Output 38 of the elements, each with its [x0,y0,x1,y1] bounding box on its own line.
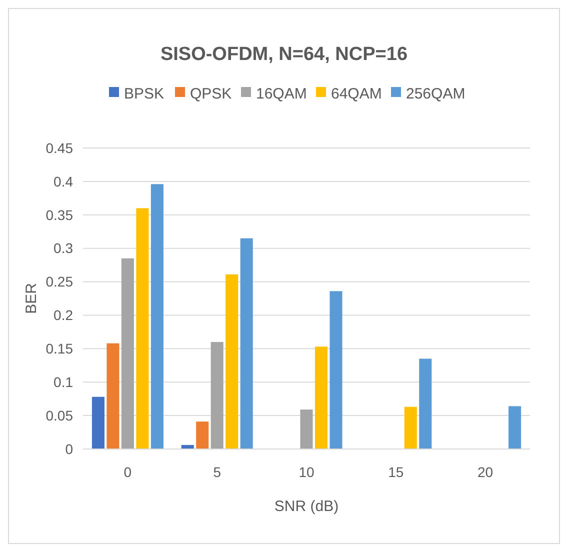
y-axis-title: BER [23,282,40,314]
bar [240,238,253,449]
legend-label: BPSK [124,85,164,102]
bar [300,410,313,449]
bar [196,422,209,449]
y-tick-label: 0 [65,440,74,457]
legend-label: 256QAM [406,85,466,102]
legend-label: QPSK [190,85,232,102]
bar [150,184,164,449]
y-tick-label: 0.4 [54,173,74,190]
y-tick-label: 0.2 [54,307,74,324]
x-tick-label: 0 [124,464,132,480]
legend-label: 16QAM [256,85,307,102]
x-tick-label: 5 [213,464,222,480]
y-tick-label: 0.25 [46,274,74,290]
bar [136,208,149,449]
bar [106,343,120,449]
bar [314,346,328,449]
bar [92,396,104,449]
bar [121,258,134,449]
x-tick-label: 15 [388,464,404,480]
chart-title: SISO-OFDM, N=64, NCP=16 [160,44,408,65]
bar [404,406,417,449]
y-tick-label: 0.3 [54,240,74,256]
x-tick-label: 10 [298,464,314,480]
y-tick-label: 0.1 [54,374,74,390]
y-tick-label: 0.45 [46,140,74,156]
bar [419,358,432,449]
bar [508,406,522,449]
legend-label: 64QAM [331,85,382,102]
y-tick-label: 0.15 [46,340,74,357]
bar [210,342,224,449]
bar [330,291,342,449]
x-axis-title: SNR (dB) [274,498,339,515]
bar [226,274,238,449]
y-tick-label: 0.05 [46,407,74,424]
x-tick-label: 20 [478,464,494,480]
y-tick-label: 0.35 [46,206,74,223]
